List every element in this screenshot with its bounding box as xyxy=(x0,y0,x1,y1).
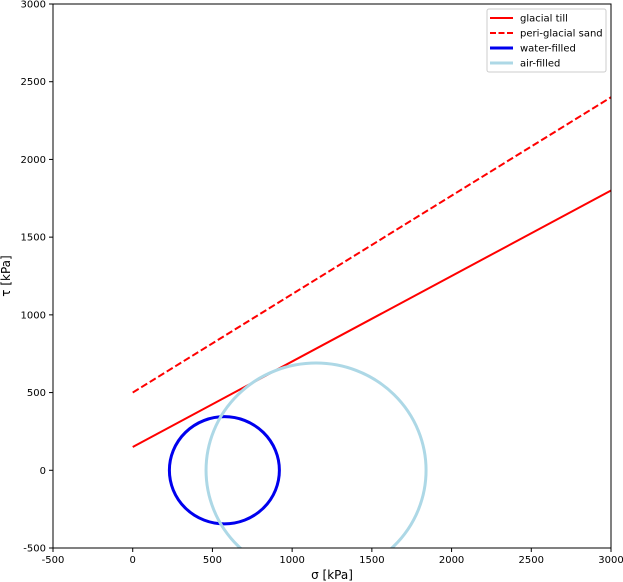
series-line-peri-glacial-sand xyxy=(132,96,611,394)
x-tick-label: 1500 xyxy=(359,555,384,566)
x-tick-label: -500 xyxy=(42,555,65,566)
legend-box xyxy=(486,8,607,73)
y-tick-label: -500 xyxy=(23,544,46,555)
x-axis-title: σ [kPa] xyxy=(311,568,353,582)
x-tick-label: 1000 xyxy=(279,555,304,566)
legend-label-water-filled: water-filled xyxy=(520,44,576,55)
plot-frame xyxy=(52,3,612,549)
y-tick-label: 2000 xyxy=(21,155,46,166)
y-tick-label: 3000 xyxy=(21,0,46,11)
legend-label-glacial-till: glacial till xyxy=(520,14,568,25)
y-axis: -500 0 500 1000 1500 2000 2500 3000 xyxy=(21,0,53,555)
series-layer xyxy=(132,96,611,548)
y-tick-label: 1500 xyxy=(21,233,46,244)
legend-label-air-filled: air-filled xyxy=(520,59,560,70)
y-tick-label: 0 xyxy=(40,466,46,477)
legend-label-peri-glacial-sand: peri-glacial sand xyxy=(520,29,603,40)
series-line-glacial-till xyxy=(132,189,611,448)
x-tick-label: 0 xyxy=(130,555,136,566)
y-tick-label: 2500 xyxy=(21,77,46,88)
plot-area-background xyxy=(53,4,611,548)
y-tick-label: 500 xyxy=(27,388,46,399)
x-tick-label: 2500 xyxy=(519,555,544,566)
legend: glacial till peri-glacial sand water-fille… xyxy=(486,8,607,73)
series-circle-air-filled xyxy=(204,361,428,548)
y-axis-title: τ [kPa] xyxy=(0,255,13,296)
x-axis: -500 0 500 1000 1500 2000 2500 3000 xyxy=(42,548,623,566)
x-tick-label: 3000 xyxy=(598,555,623,566)
y-tick-label: 1000 xyxy=(21,310,46,321)
x-tick-label: 500 xyxy=(203,555,222,566)
series-circle-water-filled xyxy=(167,415,281,526)
x-tick-label: 2000 xyxy=(439,555,464,566)
